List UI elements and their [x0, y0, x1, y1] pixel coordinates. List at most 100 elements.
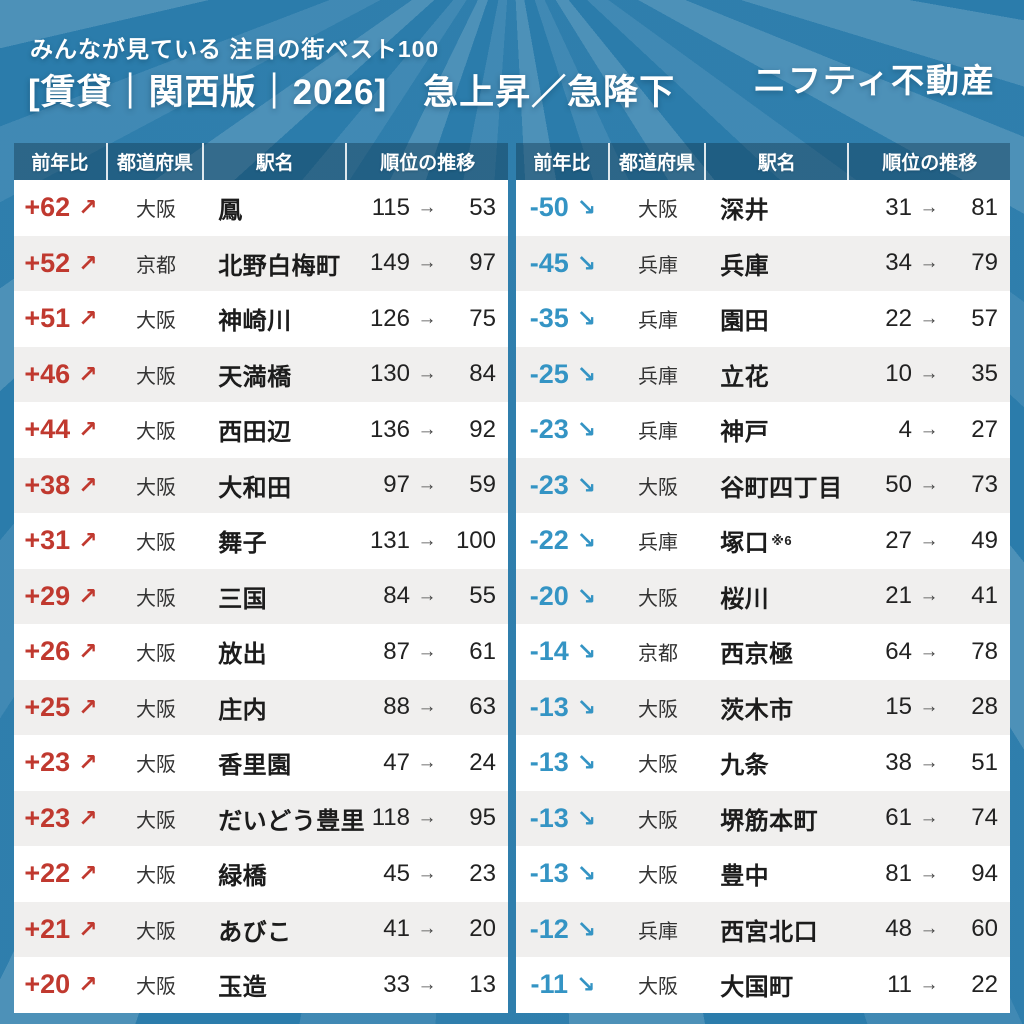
- right-arrow-icon: →: [919, 973, 939, 995]
- table-row: +52 ↗ 京都 北野白梅町 149 → 97: [14, 235, 508, 292]
- col-header-prefecture: 都道府県: [108, 143, 205, 180]
- rank-from: 149: [369, 249, 410, 277]
- change-value: -14: [529, 636, 569, 667]
- rank-from: 131: [369, 526, 410, 554]
- trend-arrow-icon: ↗: [78, 693, 98, 720]
- table-row: +29 ↗ 大阪 三国 84 → 55: [14, 568, 508, 625]
- yoy-change: +23 ↗: [14, 791, 108, 847]
- station-name: 舞子: [204, 513, 347, 569]
- yoy-change: +21 ↗: [14, 902, 108, 958]
- yoy-change: +31 ↗: [14, 513, 108, 569]
- rank-from: 130: [369, 360, 410, 388]
- trend-arrow-icon: ↗: [78, 638, 98, 665]
- change-value: +51: [24, 303, 71, 334]
- table-row: +25 ↗ 大阪 庄内 88 → 63: [14, 679, 508, 736]
- station-name: 三国: [204, 569, 347, 625]
- yoy-change: +25 ↗: [14, 680, 108, 736]
- rank-transition: 81 → 94: [849, 846, 1010, 902]
- station-label: 大国町: [720, 974, 794, 1002]
- station-label: 谷町四丁目: [720, 474, 843, 502]
- change-value: +25: [24, 691, 71, 722]
- rank-to: 27: [971, 415, 998, 443]
- station-label: 北野白梅町: [218, 252, 341, 280]
- rank-from: 4: [898, 415, 912, 443]
- yoy-change: +52 ↗: [14, 236, 108, 292]
- rank-to: 100: [455, 526, 496, 554]
- page-title: [賃貸｜関西版｜2026] 急上昇／急降下: [28, 73, 676, 112]
- trend-arrow-icon: ↘: [576, 471, 597, 498]
- station-name: 神戸: [706, 402, 849, 458]
- rank-from: 11: [887, 970, 912, 998]
- tables-area: 前年比 都道府県 駅名 順位の推移 +62 ↗ 大阪 鳳 115 → 53 +5…: [14, 143, 1010, 1013]
- prefecture: 大阪: [136, 199, 177, 222]
- station-label: だいどう豊里: [218, 807, 366, 835]
- station-name: 塚口 ※6: [706, 513, 849, 569]
- rank-from: 10: [885, 360, 912, 388]
- station-name: 天満橋: [204, 347, 347, 403]
- prefecture: 兵庫: [638, 365, 679, 388]
- table-row: -23 ↘ 兵庫 神戸 4 → 27: [516, 402, 1010, 458]
- prefecture: 大阪: [638, 199, 679, 222]
- rank-transition: 136 → 92: [347, 402, 508, 458]
- station-label: 舞子: [218, 530, 268, 558]
- rank-to: 75: [469, 304, 496, 332]
- prefecture: 大阪: [136, 976, 177, 999]
- rank-from: 15: [885, 693, 912, 721]
- station-label: 塚口: [720, 530, 770, 558]
- table-row: +62 ↗ 大阪 鳳 115 → 53: [14, 180, 508, 236]
- trend-arrow-icon: ↘: [576, 804, 597, 831]
- right-arrow-icon: →: [417, 307, 437, 329]
- falling-table-body: -50 ↘ 大阪 深井 31 → 81 -45 ↘ 兵庫 兵庫 34 → 79 …: [516, 180, 1010, 1013]
- station-label: 西田辺: [218, 419, 292, 447]
- rank-from: 84: [383, 582, 410, 610]
- rank-from: 97: [383, 471, 410, 499]
- trend-arrow-icon: ↘: [576, 582, 597, 609]
- rank-from: 38: [885, 748, 912, 776]
- right-arrow-icon: →: [417, 529, 437, 551]
- table-row: -13 ↘ 大阪 茨木市 15 → 28: [516, 679, 1010, 735]
- station-name: だいどう豊里: [204, 791, 365, 847]
- trend-arrow-icon: ↘: [576, 860, 597, 887]
- prefecture: 大阪: [136, 587, 177, 610]
- rank-to: 97: [469, 249, 496, 277]
- change-value: +62: [24, 192, 71, 223]
- yoy-change: -13 ↘: [516, 846, 610, 902]
- table-row: -35 ↘ 兵庫 園田 22 → 57: [516, 291, 1010, 347]
- station-name: 鳳: [204, 180, 347, 236]
- rank-transition: 131 → 100: [347, 513, 508, 569]
- change-value: -13: [529, 691, 569, 722]
- col-header-change: 前年比: [14, 143, 108, 180]
- right-arrow-icon: →: [417, 640, 437, 662]
- table-row: +38 ↗ 大阪 大和田 97 → 59: [14, 457, 508, 514]
- right-arrow-icon: →: [919, 862, 939, 884]
- yoy-change: -12 ↘: [516, 902, 610, 958]
- trend-arrow-icon: ↗: [78, 582, 98, 609]
- station-name: 桜川: [706, 569, 849, 625]
- yoy-change: +29 ↗: [14, 569, 108, 625]
- station-label: 堺筋本町: [720, 807, 819, 835]
- table-row: -45 ↘ 兵庫 兵庫 34 → 79: [516, 235, 1010, 291]
- station-label: あびこ: [218, 918, 292, 946]
- station-label: 西宮北口: [720, 918, 819, 946]
- rank-transition: 48 → 60: [849, 902, 1010, 958]
- change-value: -11: [530, 969, 569, 1000]
- right-arrow-icon: →: [919, 196, 939, 218]
- table-row: +20 ↗ 大阪 玉造 33 → 13: [14, 957, 508, 1013]
- right-arrow-icon: →: [417, 862, 437, 884]
- station-label: 桜川: [720, 585, 770, 613]
- trend-arrow-icon: ↘: [576, 971, 596, 998]
- station-name: 北野白梅町: [204, 236, 347, 292]
- prefecture: 大阪: [136, 754, 177, 777]
- prefecture: 大阪: [638, 976, 679, 999]
- prefecture: 大阪: [136, 365, 177, 388]
- change-value: -13: [529, 858, 569, 889]
- rank-transition: 118 → 95: [347, 791, 508, 847]
- rank-transition: 97 → 59: [347, 458, 508, 514]
- subtitle: みんなが見ている 注目の街ベスト100: [30, 36, 440, 62]
- right-arrow-icon: →: [417, 474, 437, 496]
- trend-arrow-icon: ↗: [78, 749, 98, 776]
- rank-transition: 10 → 35: [849, 347, 1010, 403]
- change-value: -25: [529, 358, 569, 389]
- rank-to: 81: [971, 193, 998, 221]
- trend-arrow-icon: ↘: [576, 360, 597, 387]
